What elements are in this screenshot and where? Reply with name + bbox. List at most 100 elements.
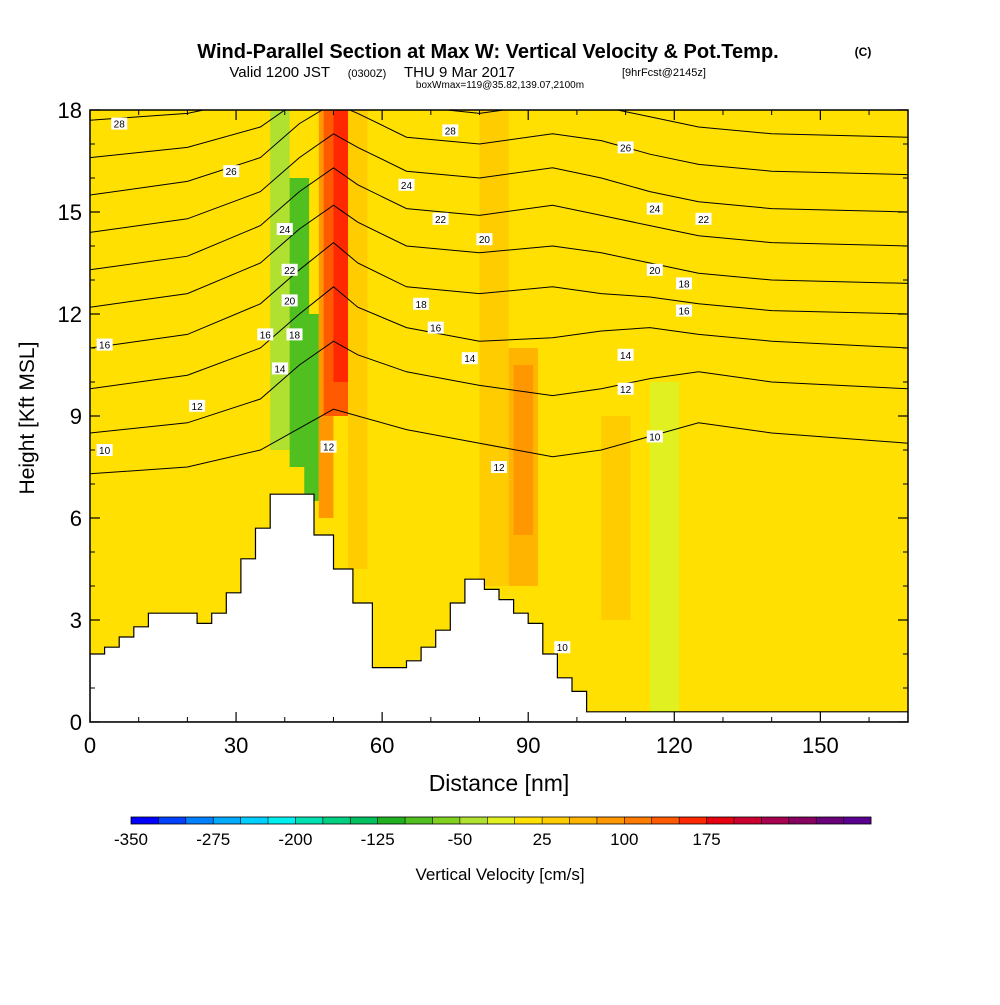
theta-contour-line xyxy=(90,241,908,349)
theta-contour-line xyxy=(90,110,908,196)
velocity-cell xyxy=(479,110,509,586)
y-tick-label: 0 xyxy=(70,710,82,735)
contour-label: 14 xyxy=(620,351,632,362)
velocity-cell xyxy=(270,110,290,450)
y-tick-label: 3 xyxy=(70,608,82,633)
colorbar-tick-label: -125 xyxy=(361,830,395,849)
colorbar: -350 -275 -200 -125 -50 25 100 175 xyxy=(114,816,872,849)
colorbar-swatch xyxy=(322,817,351,824)
contour-label: 12 xyxy=(620,385,632,396)
velocity-cell xyxy=(367,110,407,668)
colorbar-tick-label: -200 xyxy=(278,830,312,849)
plot-area: 28 26 28 26 24 24 22 24 22 20 22 20 20 18 18 16 16 16 18 16… xyxy=(58,98,909,758)
subtitle-box: boxWmax=119@35.82,139.07,2100m xyxy=(416,80,584,91)
colorbar-swatch xyxy=(405,817,433,824)
contour-label-bg xyxy=(646,202,663,215)
contour-label: 28 xyxy=(445,126,457,137)
colorbar-tick-label: 175 xyxy=(692,830,720,849)
contour-label: 22 xyxy=(435,215,447,226)
plot-inner: 28 26 28 26 24 24 22 24 22 20 22 20 20 18 18 16 16 16 18 16… xyxy=(90,110,908,722)
velocity-cell xyxy=(537,110,568,654)
colorbar-swatch xyxy=(514,817,543,824)
colorbar-swatch xyxy=(268,817,296,824)
contour-label: 28 xyxy=(114,120,126,131)
colorbar-tick-label: 25 xyxy=(533,830,552,849)
subtitle-utc: (0300Z) xyxy=(348,68,387,80)
contour-label: 16 xyxy=(260,330,272,341)
contour-label-bg xyxy=(646,430,663,443)
x-tick-label: 120 xyxy=(656,733,693,758)
contour-label-bg xyxy=(286,328,303,341)
contour-label: 16 xyxy=(430,324,442,335)
contour-label-bg xyxy=(223,165,240,178)
colorbar-swatch xyxy=(350,817,378,824)
contour-label-bg xyxy=(111,117,128,130)
contour-label: 20 xyxy=(649,266,661,277)
contour-label: 14 xyxy=(464,354,476,365)
velocity-cell xyxy=(411,110,480,668)
contour-label-bg xyxy=(491,461,507,473)
theta-contour-line xyxy=(90,286,908,390)
contour-label: 20 xyxy=(479,235,491,246)
colorbar-swatch xyxy=(706,817,735,824)
contour-label: 10 xyxy=(557,643,569,654)
contour-label-bg xyxy=(96,338,113,351)
theta-contour-line xyxy=(90,204,908,308)
velocity-cell xyxy=(805,110,908,712)
y-tick-label: 18 xyxy=(58,98,82,123)
colorbar-swatch xyxy=(651,817,680,824)
contour-label: 22 xyxy=(698,215,710,226)
contour-label-bg xyxy=(676,304,693,317)
colorbar-swatch xyxy=(432,817,461,824)
velocity-cell xyxy=(679,110,806,712)
contour-label: 16 xyxy=(99,341,111,352)
contour-label-bg xyxy=(427,321,444,334)
velocity-cell xyxy=(304,314,319,501)
colorbar-swatch xyxy=(487,817,516,824)
contour-label-bg xyxy=(398,178,415,191)
contour-label-bg xyxy=(646,263,663,276)
colorbar-swatch xyxy=(185,817,214,824)
contour-label-bg xyxy=(271,362,288,375)
contour-label-bg xyxy=(96,444,113,456)
x-axis-label: Distance [nm] xyxy=(429,770,570,796)
colorbar-swatch xyxy=(733,817,762,824)
colorbar-frame xyxy=(130,816,872,825)
velocity-cell xyxy=(630,110,650,712)
colorbar-tick-label: 100 xyxy=(610,830,638,849)
contour-label-bg xyxy=(617,141,634,154)
velocity-cell xyxy=(513,365,534,535)
subtitle-valid: Valid 1200 JST xyxy=(229,64,330,81)
theta-contour-line xyxy=(90,340,908,434)
subtitle-forecast: [9hrFcst@2145z] xyxy=(622,67,706,79)
colorbar-swatch xyxy=(158,817,187,824)
theta-contour-line xyxy=(90,133,908,233)
contour-label-bg xyxy=(676,277,693,290)
colorbar-swatch xyxy=(542,817,570,824)
y-tick-label: 12 xyxy=(58,302,82,327)
contour-label: 24 xyxy=(401,181,413,192)
theta-contour-line xyxy=(90,167,908,271)
colorbar-swatch xyxy=(624,817,653,824)
velocity-cell xyxy=(333,110,349,382)
colorbar-swatch xyxy=(131,817,159,824)
contour-label: 12 xyxy=(493,463,505,474)
contour-label: 12 xyxy=(192,402,204,413)
x-tick-label: 0 xyxy=(84,733,96,758)
colorbar-swatch xyxy=(788,817,817,824)
contour-label-bg xyxy=(476,233,493,246)
x-tick-label: 30 xyxy=(224,733,248,758)
colorbar-swatch xyxy=(569,817,598,824)
y-tick-label: 9 xyxy=(70,404,82,429)
contour-label: 18 xyxy=(416,300,428,311)
colorbar-tick-label: -275 xyxy=(196,830,230,849)
contour-label-bg xyxy=(554,641,571,654)
colorbar-swatch xyxy=(213,817,241,824)
contour-label: 20 xyxy=(284,296,296,307)
y-tick-label: 15 xyxy=(58,200,82,225)
colorbar-label: Vertical Velocity [cm/s] xyxy=(415,865,584,884)
contour-label: 14 xyxy=(274,364,286,375)
velocity-cell xyxy=(601,416,631,620)
contour-label-bg xyxy=(413,297,430,310)
colorbar-tick-label: -50 xyxy=(448,830,473,849)
